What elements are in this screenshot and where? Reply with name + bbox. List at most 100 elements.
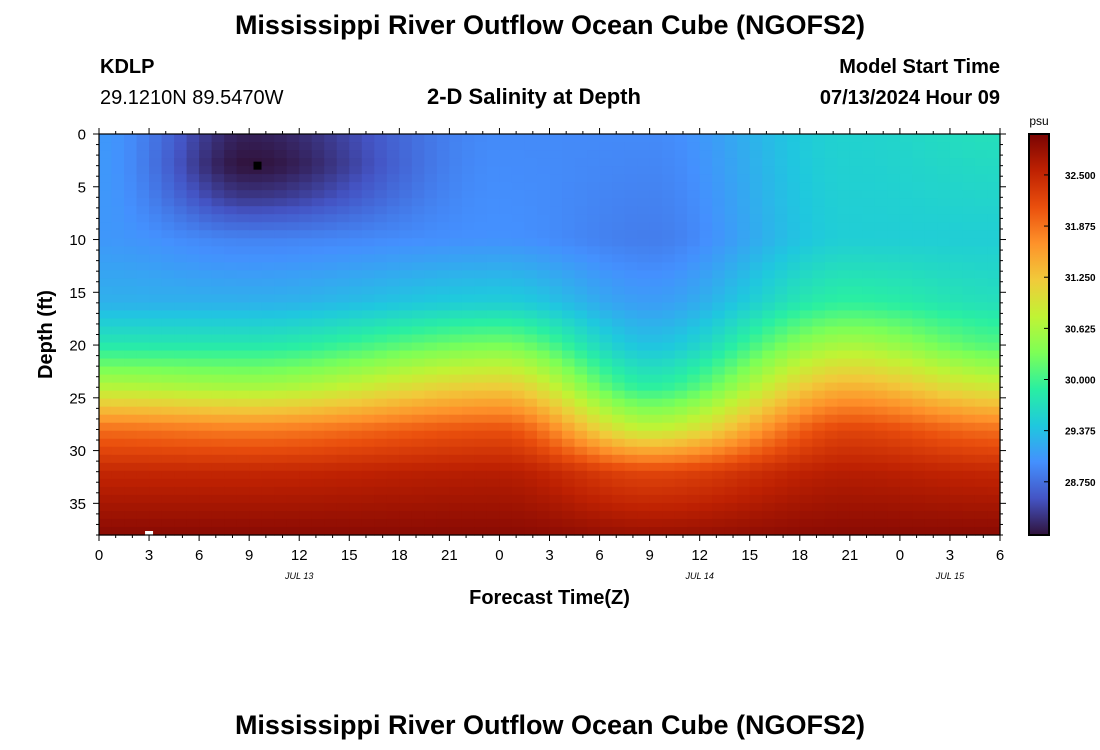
heatmap-cell <box>662 334 676 344</box>
heatmap-cell <box>687 150 701 159</box>
heatmap-cell <box>486 262 501 271</box>
heatmap-cell <box>511 182 526 191</box>
heatmap-cell <box>186 438 200 448</box>
heatmap-cell <box>712 254 726 263</box>
heatmap-cell <box>299 310 313 320</box>
heatmap-cell <box>324 350 338 360</box>
heatmap-cell <box>962 478 976 488</box>
heatmap-cell <box>562 190 576 199</box>
heatmap-cell <box>874 358 888 368</box>
heatmap-cell <box>449 406 463 416</box>
heatmap-cell <box>549 142 563 151</box>
heatmap-cell <box>449 454 463 464</box>
heatmap-cell <box>937 414 951 424</box>
heatmap-cell <box>374 246 388 255</box>
heatmap-cell <box>286 398 300 408</box>
heatmap-cell <box>361 502 375 512</box>
heatmap-cell <box>574 198 588 207</box>
heatmap-cell <box>962 430 976 440</box>
heatmap-cell <box>524 518 538 528</box>
heatmap-cell <box>962 134 976 143</box>
heatmap-cell <box>687 382 701 392</box>
heatmap-cell <box>274 470 288 480</box>
heatmap-cell <box>524 478 538 488</box>
heatmap-cell <box>737 350 751 360</box>
heatmap-cell <box>649 286 663 295</box>
heatmap-cell <box>712 494 726 504</box>
heatmap-cell <box>912 366 926 376</box>
heatmap-cell <box>274 302 288 312</box>
heatmap-cell <box>949 270 964 279</box>
heatmap-cell <box>486 438 501 448</box>
heatmap-cell <box>574 142 588 151</box>
heatmap-cell <box>124 158 138 167</box>
heatmap-cell <box>149 406 163 416</box>
heatmap-cell <box>286 334 300 344</box>
heatmap-cell <box>812 174 826 183</box>
heatmap-cell <box>799 222 813 231</box>
heatmap-cell <box>837 518 851 528</box>
heatmap-cell <box>799 494 813 504</box>
heatmap-cell <box>924 438 939 448</box>
heatmap-cell <box>261 134 275 143</box>
heatmap-cell <box>562 446 576 456</box>
heatmap-cell <box>224 158 238 167</box>
heatmap-cell <box>99 254 113 263</box>
heatmap-cell <box>199 406 213 416</box>
heatmap-cell <box>974 198 989 207</box>
heatmap-cell <box>749 438 763 448</box>
heatmap-cell <box>386 430 400 440</box>
heatmap-cell <box>962 294 976 304</box>
heatmap-cell <box>887 478 901 488</box>
heatmap-cell <box>486 454 501 464</box>
heatmap-cell <box>224 454 238 464</box>
heatmap-cell <box>724 230 738 239</box>
heatmap-cell <box>612 254 626 263</box>
heatmap-cell <box>311 366 325 376</box>
heatmap-cell <box>261 366 275 376</box>
heatmap-cell <box>899 182 913 191</box>
heatmap-cell <box>849 134 863 143</box>
heatmap-cell <box>386 526 400 536</box>
heatmap-cell <box>737 150 751 159</box>
heatmap-cell <box>524 382 538 392</box>
heatmap-cell <box>499 526 513 536</box>
heatmap-cell <box>174 374 188 384</box>
heatmap-cell <box>311 518 325 528</box>
heatmap-cell <box>324 462 338 472</box>
heatmap-cell <box>524 262 538 271</box>
heatmap-cell <box>386 182 400 191</box>
heatmap-cell <box>286 382 300 392</box>
heatmap-cell <box>837 414 851 424</box>
heatmap-cell <box>286 414 300 424</box>
heatmap-cell <box>849 286 863 295</box>
heatmap-cell <box>674 350 688 360</box>
heatmap-cell <box>349 334 363 344</box>
heatmap-cell <box>724 398 738 408</box>
heatmap-cell <box>974 366 989 376</box>
heatmap-cell <box>399 526 413 536</box>
heatmap-cell <box>411 326 425 336</box>
heatmap-cell <box>99 422 113 432</box>
heatmap-cell <box>649 294 663 304</box>
heatmap-cell <box>887 214 901 223</box>
heatmap-cell <box>612 502 626 512</box>
heatmap-cell <box>924 366 939 376</box>
heatmap-cell <box>712 262 726 271</box>
heatmap-cell <box>361 270 375 279</box>
heatmap-cell <box>286 278 300 287</box>
heatmap-cell <box>349 190 363 199</box>
heatmap-cell <box>887 262 901 271</box>
heatmap-cell <box>837 494 851 504</box>
heatmap-cell <box>486 254 501 263</box>
heatmap-cell <box>511 366 526 376</box>
heatmap-cell <box>336 206 350 215</box>
heatmap-cell <box>887 454 901 464</box>
heatmap-cell <box>411 334 425 344</box>
heatmap-cell <box>599 350 613 360</box>
heatmap-cell <box>249 502 263 512</box>
heatmap-cell <box>699 414 713 424</box>
heatmap-cell <box>161 318 175 328</box>
heatmap-cell <box>549 270 563 279</box>
heatmap-cell <box>824 310 838 320</box>
